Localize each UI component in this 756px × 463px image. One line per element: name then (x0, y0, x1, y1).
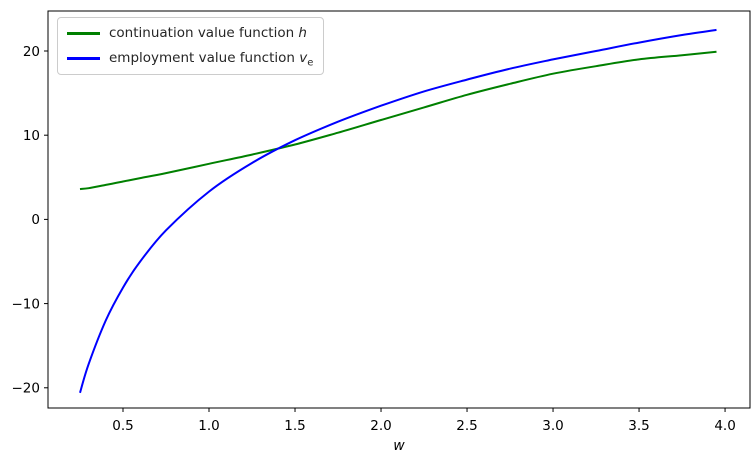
y-tick-label: 0 (31, 212, 40, 228)
x-tick-label: 3.0 (542, 418, 563, 434)
legend-item-ve: employment value function ve (67, 50, 313, 68)
legend: continuation value function h employment… (57, 17, 325, 76)
legend-swatch-h (67, 32, 100, 36)
x-tick-label: 1.0 (198, 418, 219, 434)
legend-swatch-ve (67, 57, 100, 60)
x-tick-label: 2.5 (456, 418, 477, 434)
x-tick-label: 4.0 (714, 418, 735, 434)
legend-item-h: continuation value function h (67, 25, 313, 43)
y-tick-label: 10 (23, 128, 40, 144)
plot-border (47, 10, 751, 409)
y-tick-label: 20 (23, 44, 40, 60)
legend-label-ve: employment value function ve (109, 49, 314, 69)
x-axis-label: w (393, 438, 405, 454)
y-tick-label: −20 (12, 381, 41, 397)
x-tick-label: 2.0 (370, 418, 391, 434)
x-tick-label: 1.5 (284, 418, 305, 434)
x-tick-label: 0.5 (112, 418, 133, 434)
legend-label-h: continuation value function h (109, 25, 307, 41)
y-tick-label: −10 (12, 296, 41, 312)
series-line-ve (79, 28, 717, 394)
x-tick-label: 3.5 (628, 418, 649, 434)
series-line-h (79, 50, 717, 191)
